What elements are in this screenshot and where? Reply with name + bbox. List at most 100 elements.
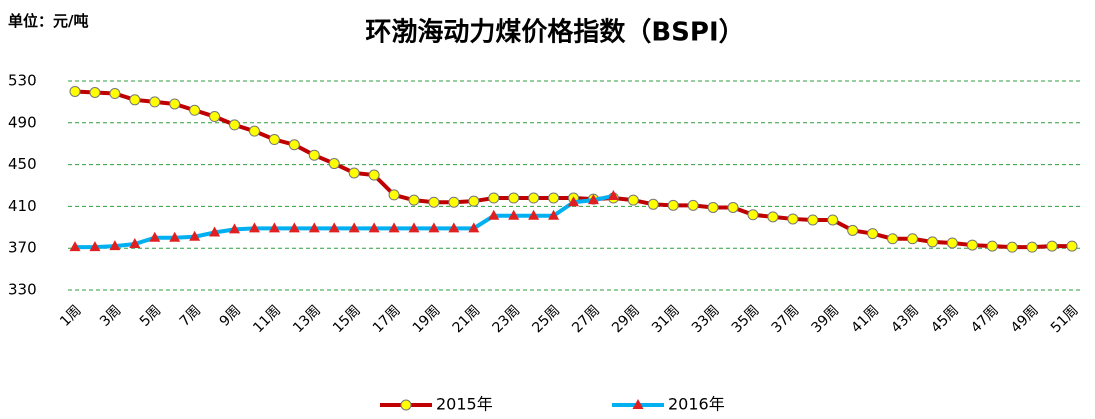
marker xyxy=(946,237,958,249)
x-tick-label: 21周 xyxy=(450,302,484,336)
x-tick-label: 43周 xyxy=(888,302,922,336)
y-tick-label: 330 xyxy=(8,281,37,299)
marker xyxy=(308,222,320,233)
marker xyxy=(388,189,400,201)
x-tick-label: 17周 xyxy=(370,302,404,336)
marker xyxy=(1026,241,1038,253)
marker xyxy=(89,241,101,252)
x-tick-label: 11周 xyxy=(250,302,284,336)
marker xyxy=(727,201,739,213)
marker xyxy=(209,226,221,237)
marker xyxy=(428,196,440,208)
x-tick-label: 45周 xyxy=(928,302,962,336)
marker xyxy=(328,222,340,233)
marker xyxy=(607,189,619,200)
marker xyxy=(169,98,181,110)
marker xyxy=(129,94,141,106)
marker xyxy=(528,209,540,220)
marker xyxy=(966,239,978,251)
marker xyxy=(129,238,141,249)
marker xyxy=(647,198,659,210)
marker xyxy=(189,230,201,241)
x-tick-label: 41周 xyxy=(848,302,882,336)
marker xyxy=(169,231,181,242)
marker xyxy=(1066,240,1078,252)
marker xyxy=(229,119,241,131)
marker xyxy=(89,86,101,98)
marker xyxy=(189,104,201,116)
marker xyxy=(926,236,938,248)
marker xyxy=(707,201,719,213)
marker xyxy=(887,233,899,245)
marker xyxy=(408,222,420,233)
marker xyxy=(906,233,918,245)
marker xyxy=(488,209,500,220)
x-tick-label: 19周 xyxy=(410,302,444,336)
x-tick-label: 31周 xyxy=(649,302,683,336)
marker xyxy=(667,199,679,211)
marker xyxy=(528,192,540,204)
x-tick-label: 13周 xyxy=(290,302,324,336)
unit-label: 单位：元/吨 xyxy=(8,12,88,30)
marker xyxy=(408,194,420,206)
marker xyxy=(747,209,759,221)
x-tick-label: 9周 xyxy=(217,302,245,330)
marker xyxy=(348,222,360,233)
x-tick-label: 47周 xyxy=(968,302,1002,336)
x-tick-label: 37周 xyxy=(769,302,803,336)
marker xyxy=(388,222,400,233)
y-tick-label: 490 xyxy=(8,113,37,131)
y-tick-label: 370 xyxy=(8,239,37,257)
marker xyxy=(488,192,500,204)
marker xyxy=(69,85,81,97)
marker xyxy=(229,223,241,234)
x-tick-label: 23周 xyxy=(490,302,524,336)
x-tick-label: 5周 xyxy=(137,302,165,330)
x-tick-label: 39周 xyxy=(809,302,843,336)
y-tick-label: 530 xyxy=(8,72,37,90)
marker xyxy=(468,195,480,207)
marker xyxy=(368,169,380,181)
marker xyxy=(308,149,320,161)
marker xyxy=(767,211,779,223)
marker xyxy=(508,192,520,204)
x-tick-label: 35周 xyxy=(729,302,763,336)
y-tick-label: 450 xyxy=(8,155,37,173)
marker xyxy=(627,194,639,206)
marker xyxy=(468,222,480,233)
x-tick-label: 29周 xyxy=(609,302,643,336)
marker xyxy=(288,139,300,151)
chart-title: 环渤海动力煤价格指数（BSPI） xyxy=(365,17,744,48)
series-line xyxy=(75,193,614,250)
marker xyxy=(248,222,260,233)
marker xyxy=(867,228,879,240)
marker xyxy=(568,196,579,207)
x-tick-label: 3周 xyxy=(97,302,125,330)
series-line xyxy=(74,89,1072,250)
x-tick-label: 15周 xyxy=(330,302,364,336)
marker xyxy=(827,214,839,226)
marker xyxy=(847,224,859,236)
marker xyxy=(328,158,340,170)
x-tick-label: 33周 xyxy=(689,302,723,336)
marker xyxy=(787,213,799,225)
x-tick-label: 7周 xyxy=(177,302,205,330)
marker xyxy=(109,240,121,251)
marker xyxy=(268,222,280,233)
marker xyxy=(448,222,460,233)
marker xyxy=(288,222,300,233)
x-tick-label: 49周 xyxy=(1008,302,1042,336)
marker xyxy=(986,240,998,252)
x-tick-label: 25周 xyxy=(529,302,563,336)
marker xyxy=(400,399,412,411)
x-tick-label: 27周 xyxy=(569,302,603,336)
marker xyxy=(632,399,644,409)
marker xyxy=(687,199,699,211)
x-tick-label: 51周 xyxy=(1048,302,1082,336)
marker xyxy=(548,192,560,204)
x-tick-label: 1周 xyxy=(57,302,85,330)
marker xyxy=(69,241,81,252)
marker xyxy=(1046,240,1058,252)
marker xyxy=(368,222,380,233)
